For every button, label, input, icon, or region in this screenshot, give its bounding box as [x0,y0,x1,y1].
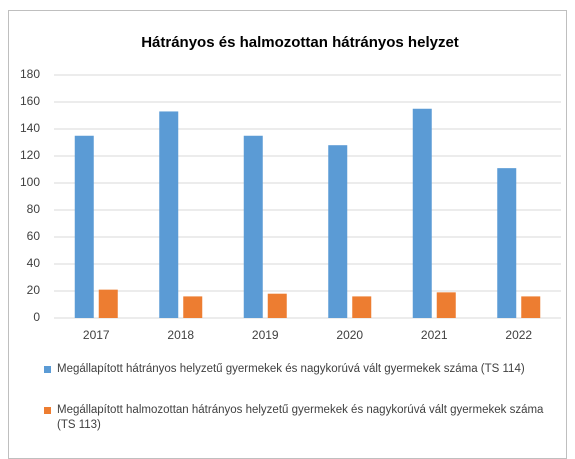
legend-swatch [44,407,51,414]
bar [497,168,517,318]
legend-label: Megállapított halmozottan hátrányos hely… [57,404,544,431]
x-tick-label: 2019 [252,328,279,342]
y-tick-label: 0 [33,310,40,324]
bar [183,296,203,318]
y-tick-label: 100 [20,175,40,189]
bar [436,292,456,318]
bar [74,135,94,318]
x-tick-label: 2021 [421,328,448,342]
bar [328,145,348,318]
y-tick-label: 60 [27,229,41,243]
bar [159,111,179,318]
y-tick-label: 120 [20,148,40,162]
y-tick-label: 140 [20,121,40,135]
legend: Megállapított hátrányos helyzetű gyermek… [44,362,564,459]
legend-entry: Megállapított hátrányos helyzetű gyermek… [44,362,564,377]
x-tick-label: 2018 [167,328,194,342]
y-tick-label: 160 [20,94,40,108]
legend-entry: Megállapított halmozottan hátrányos hely… [44,403,564,433]
y-tick-label: 40 [27,256,41,270]
x-tick-label: 2020 [336,328,363,342]
bar [412,108,432,318]
chart-title: Hátrányos és halmozottan hátrányos helyz… [141,34,459,51]
legend-label: Megállapított hátrányos helyzetű gyermek… [57,363,525,375]
x-tick-label: 2022 [505,328,532,342]
y-tick-label: 20 [27,283,41,297]
y-tick-label: 180 [20,67,40,81]
bar [267,293,287,318]
bar [352,296,372,318]
bar [521,296,541,318]
bar [98,289,118,318]
bar [243,135,263,318]
y-tick-label: 80 [27,202,41,216]
legend-swatch [44,366,51,373]
x-tick-label: 2017 [83,328,110,342]
